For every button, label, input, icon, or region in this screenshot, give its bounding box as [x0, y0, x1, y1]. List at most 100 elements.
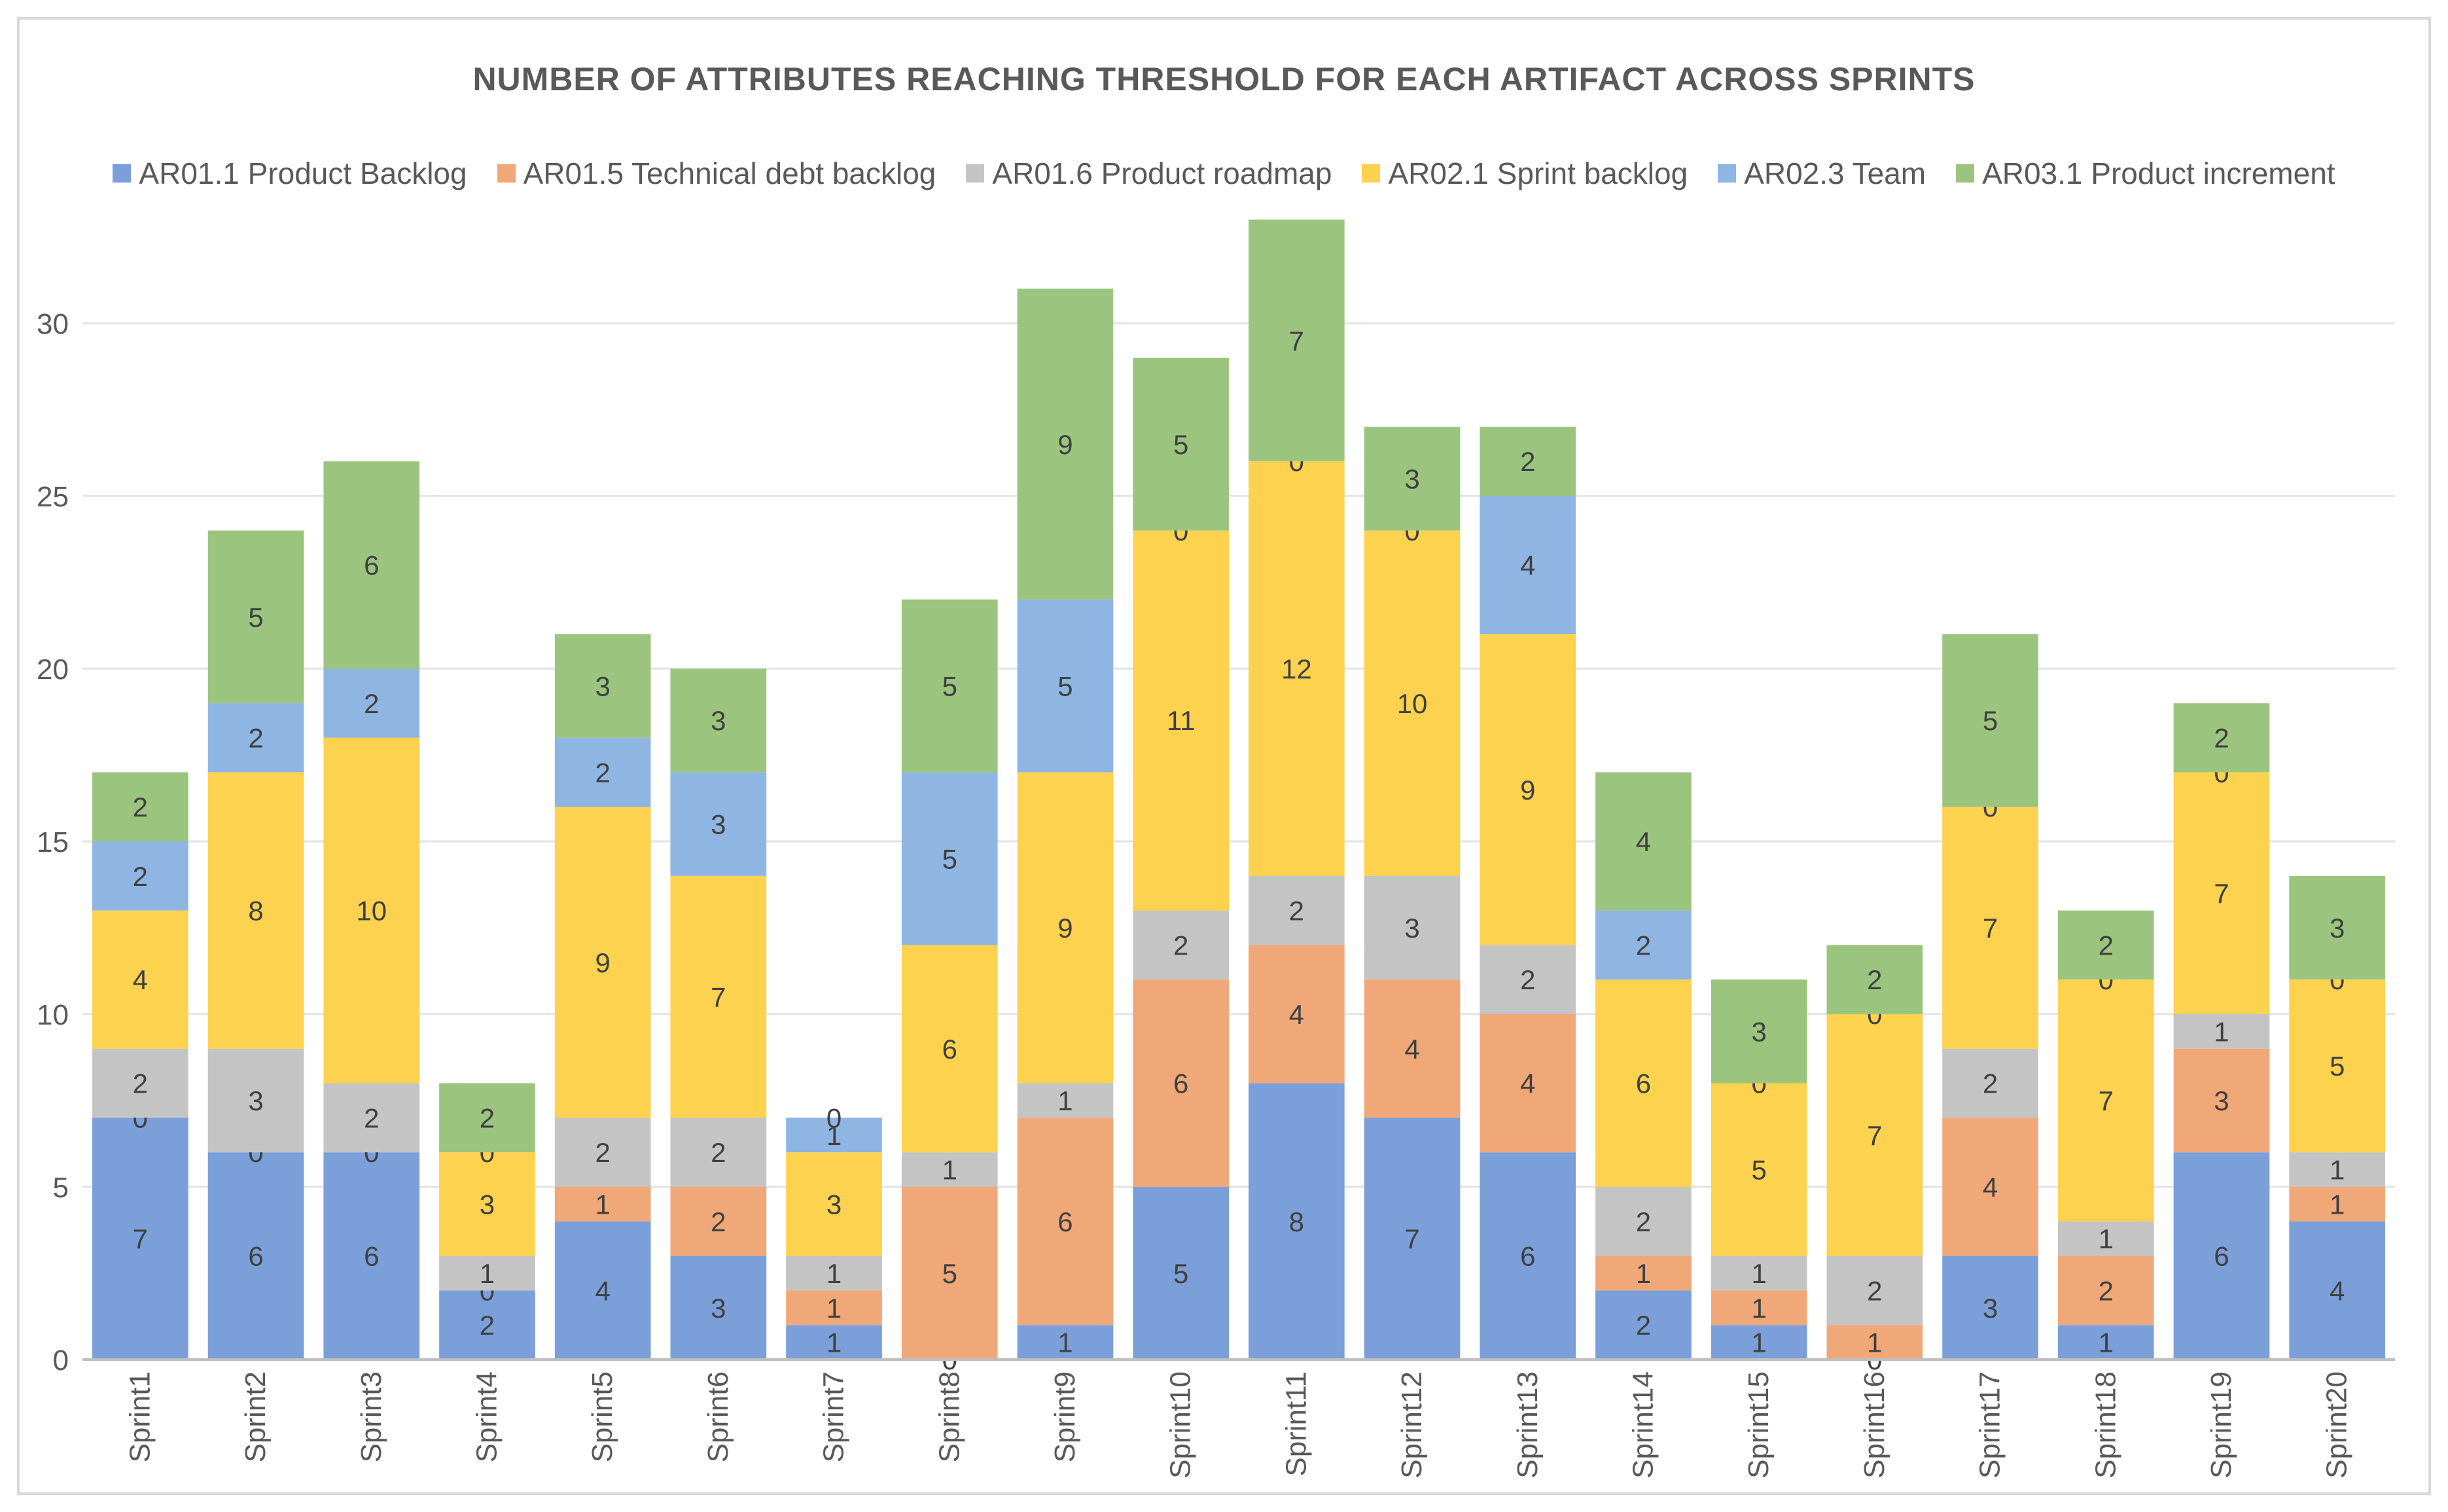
bar-segment	[1133, 1187, 1229, 1360]
bar-segment	[554, 634, 651, 738]
x-tick-label: Sprint7	[818, 1371, 850, 1462]
data-label: 3	[2330, 913, 2345, 943]
x-tick-label: Sprint11	[1280, 1371, 1312, 1477]
bar-segment	[1364, 530, 1461, 876]
bar-segment	[670, 669, 767, 773]
data-label: 2	[364, 688, 379, 719]
data-label: 4	[1404, 1034, 1419, 1064]
data-label: 5	[1173, 1258, 1188, 1289]
data-label: 4	[2330, 1275, 2345, 1306]
bar-segment	[92, 910, 188, 1049]
data-label: 5	[2330, 1051, 2345, 1081]
data-label: 1	[826, 1258, 842, 1289]
data-label: 1	[1751, 1258, 1766, 1289]
data-label: 3	[711, 1293, 726, 1324]
bar-segment	[1942, 1117, 2038, 1256]
data-label: 5	[942, 843, 957, 874]
bar-segment	[2173, 703, 2270, 773]
data-label: 2	[133, 792, 148, 822]
bar-segment	[439, 1083, 535, 1153]
bar-segment	[1133, 530, 1229, 911]
y-tick-label: 25	[37, 481, 69, 513]
data-label: 3	[595, 671, 610, 701]
bar-segment	[439, 1152, 535, 1256]
data-label: 2	[1636, 1310, 1651, 1341]
bar-segment	[1480, 1152, 1576, 1360]
data-label: 3	[248, 1085, 263, 1116]
bar-segment	[323, 669, 420, 738]
data-label: 3	[1404, 913, 1419, 943]
bar-segment	[92, 1117, 188, 1360]
legend-label: AR03.1 Product increment	[1982, 156, 2335, 190]
data-label: 10	[356, 896, 387, 926]
bar-segment	[901, 945, 998, 1153]
data-label: 2	[2099, 930, 2114, 960]
x-tick-label: Sprint16	[1858, 1371, 1890, 1479]
x-tick-label: Sprint10	[1165, 1371, 1197, 1479]
data-label: 1	[2099, 1223, 2114, 1254]
bar-segment	[1826, 1014, 1923, 1256]
bar-segment	[2057, 979, 2154, 1222]
data-label: 0	[826, 1102, 842, 1133]
x-tick-label: Sprint8	[933, 1371, 965, 1462]
bar-segment	[554, 737, 651, 807]
data-label: 2	[364, 1102, 379, 1133]
bar-segment	[92, 841, 188, 911]
x-tick-label: Sprint9	[1049, 1371, 1081, 1462]
bar-segment	[1249, 219, 1345, 462]
legend-item-2: AR01.5 Technical debt backlog	[497, 156, 936, 191]
bar-segment	[2057, 1221, 2154, 1256]
bar-segment	[439, 1256, 535, 1291]
bar-segment	[786, 1152, 882, 1256]
bar-segment	[901, 599, 998, 773]
data-label: 1	[595, 1189, 610, 1220]
bar-segment	[2173, 1014, 2270, 1049]
data-label: 3	[711, 705, 726, 736]
data-label: 4	[1520, 550, 1535, 581]
bar-segment	[2173, 1152, 2270, 1360]
data-label: 4	[1983, 1172, 1998, 1203]
data-label: 6	[364, 550, 379, 581]
legend-item-5: AR02.3 Team	[1718, 156, 1926, 191]
data-label: 6	[1520, 1241, 1535, 1272]
bar-segment	[670, 1187, 767, 1256]
legend-swatch	[497, 164, 516, 183]
data-label: 2	[1173, 930, 1188, 960]
legend-item-4: AR02.1 Sprint backlog	[1362, 156, 1688, 191]
data-label: 6	[364, 1241, 379, 1272]
data-label: 2	[1636, 1206, 1651, 1237]
bar-segment	[670, 1256, 767, 1360]
data-label: 1	[480, 1258, 495, 1289]
data-label: 7	[2099, 1085, 2114, 1116]
data-label: 3	[1983, 1293, 1998, 1324]
data-label: 1	[826, 1327, 842, 1358]
bar-segment	[439, 1290, 535, 1360]
bar-segment	[1711, 1290, 1807, 1326]
data-label: 8	[248, 896, 263, 926]
bar-segment	[1364, 979, 1461, 1118]
x-tick-label: Sprint2	[239, 1371, 272, 1462]
x-tick-label: Sprint5	[586, 1371, 618, 1462]
data-label: 1	[1867, 1327, 1882, 1358]
bar-segment	[1364, 875, 1461, 980]
bar-segment	[323, 461, 420, 669]
bar-segment	[2289, 1187, 2385, 1222]
legend-label: AR02.1 Sprint backlog	[1388, 156, 1688, 190]
x-tick-label: Sprint20	[2321, 1371, 2353, 1479]
data-label: 6	[1636, 1068, 1651, 1099]
bar-segment	[1595, 1256, 1692, 1291]
data-label: 2	[1867, 1275, 1882, 1306]
legend-swatch	[1362, 164, 1381, 183]
data-label: 2	[248, 723, 263, 754]
data-label: 2	[480, 1102, 495, 1133]
data-label: 2	[2214, 723, 2229, 754]
data-label: 4	[1289, 999, 1304, 1030]
bar-segment	[1480, 634, 1576, 945]
bar-segment	[323, 1152, 420, 1360]
bar-segment	[786, 1290, 882, 1326]
bar-segment	[1364, 1117, 1461, 1360]
data-label: 2	[480, 1310, 495, 1341]
bar-segment	[207, 703, 304, 773]
data-label: 2	[133, 1068, 148, 1099]
